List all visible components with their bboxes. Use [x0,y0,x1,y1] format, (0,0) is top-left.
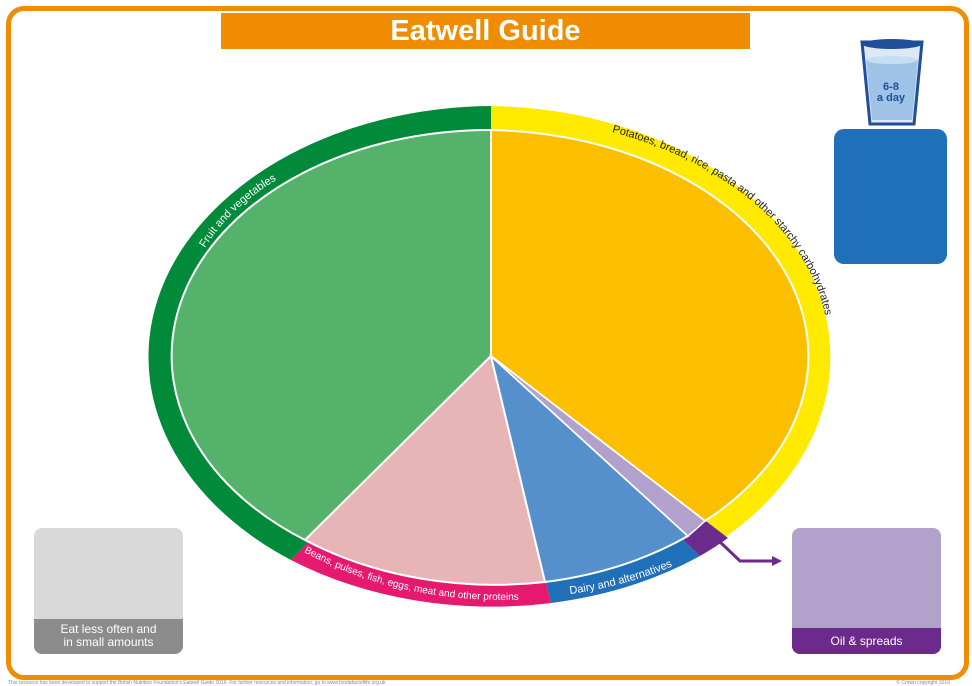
starchy-fill [490,128,810,523]
proteins-fill [303,354,547,586]
footer-left: This resource has been developed to supp… [8,680,386,686]
eat-less-label: Eat less often and in small amounts [34,619,183,654]
footer-right: © Crown copyright 2016 [896,680,950,686]
footer: This resource has been developed to supp… [8,680,958,686]
oil-spreads-box: Oil & spreads [792,528,941,654]
eat-less-box: Eat less often and in small amounts [34,528,183,654]
water-amount: 6-8 [883,81,899,93]
water-unit: a day [876,92,906,104]
page-title: Eatwell Guide [221,13,750,49]
water-glass-icon [860,39,924,126]
oil-arrowhead [772,556,782,566]
eat-less-line-2: in small amounts [63,635,154,649]
water-box [834,129,947,264]
oil-spreads-label: Oil & spreads [792,628,941,654]
water-amount-label: 6-8 a day [864,82,918,104]
dairy-fill [489,353,690,584]
oil-arrow [716,538,772,563]
oil-fill [490,355,707,537]
eat-less-line-1: Eat less often and [60,622,157,636]
fruit-veg-fill [170,128,492,542]
